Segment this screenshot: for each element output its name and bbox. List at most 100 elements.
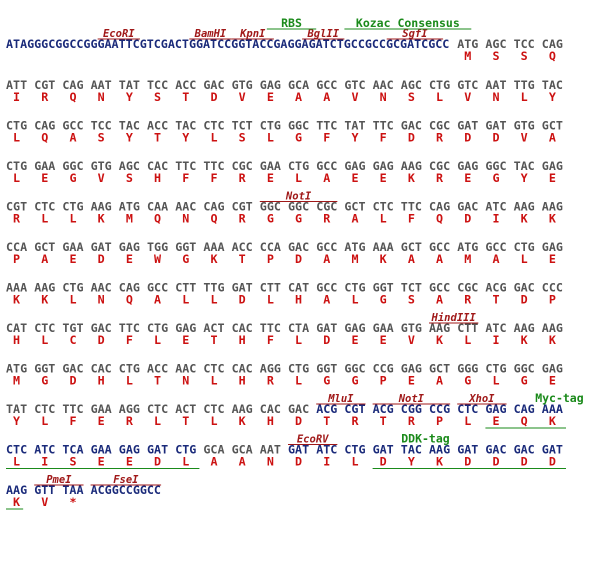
codon: CGT — [344, 402, 365, 416]
amino-acid: D — [464, 131, 471, 145]
amino-acid: Q — [436, 212, 443, 226]
codon: CTG — [175, 443, 196, 457]
amino-acid: D — [408, 131, 415, 145]
codon: GGC — [514, 362, 535, 376]
enzyme-label: MluI — [327, 393, 354, 405]
codon: TTC — [119, 321, 140, 335]
codon: GAT — [316, 321, 337, 335]
amino-acid: L — [351, 293, 358, 307]
codon: TTC — [373, 119, 394, 133]
codon: AAA — [203, 240, 224, 254]
amino-acid: R — [239, 171, 247, 185]
amino-acid: H — [239, 333, 246, 347]
amino-acid: G — [380, 293, 387, 307]
codon: GAG — [373, 159, 394, 173]
amino-acid: Y — [521, 171, 528, 185]
codon: TTC — [175, 159, 196, 173]
codon: TCT — [232, 119, 253, 133]
codon: AAG — [232, 402, 253, 416]
codon: GAG — [260, 78, 281, 92]
codon: CTT — [260, 281, 281, 295]
codon: CGC — [429, 119, 450, 133]
codon: CAC — [91, 362, 112, 376]
amino-acid: T — [210, 333, 217, 347]
amino-acid: L — [295, 171, 302, 185]
codon: GAT — [147, 443, 168, 457]
amino-acid: E — [126, 252, 133, 266]
codon: GAG — [401, 362, 422, 376]
amino-acid: R — [436, 131, 444, 145]
amino-acid: D — [380, 455, 387, 469]
codon: TCC — [91, 119, 112, 133]
amino-acid: N — [98, 90, 105, 104]
codon: GAG — [175, 321, 196, 335]
amino-acid: M — [464, 252, 471, 266]
codon: CTC — [203, 402, 224, 416]
amino-acid: A — [323, 252, 330, 266]
amino-acid: E — [492, 414, 499, 428]
amino-acid: Q — [549, 49, 556, 63]
amino-acid: L — [41, 333, 48, 347]
codon: GAC — [514, 281, 535, 295]
amino-acid: L — [521, 90, 528, 104]
amino-acid: A — [492, 252, 499, 266]
amino-acid: M — [13, 374, 20, 388]
codon: CTG — [62, 281, 83, 295]
codon: CGC — [232, 159, 253, 173]
amino-acid: Y — [549, 90, 556, 104]
amino-acid: A — [408, 252, 415, 266]
amino-acid: F — [182, 171, 189, 185]
codon: GCC — [147, 281, 168, 295]
codon: ATC — [485, 321, 506, 335]
codon: GCC — [316, 159, 337, 173]
codon: TCT — [401, 281, 422, 295]
amino-acid: S — [69, 455, 76, 469]
amino-acid: V — [521, 131, 528, 145]
codon: GAT — [457, 443, 478, 457]
codon: CTG — [344, 281, 365, 295]
codon: CTA — [288, 321, 309, 335]
codon: CTG — [62, 200, 83, 214]
amino-acid: E — [267, 90, 274, 104]
amino-acid: P — [267, 252, 274, 266]
codon: CAG — [119, 281, 140, 295]
amino-acid: I — [492, 333, 499, 347]
codon: ACG — [373, 402, 394, 416]
amino-acid: A — [154, 293, 161, 307]
codon: CAG — [514, 402, 535, 416]
codon: CTC — [147, 402, 168, 416]
codon: GGC — [288, 200, 309, 214]
codon: AAG — [6, 483, 27, 497]
amino-acid: L — [182, 293, 189, 307]
codon: ACC — [232, 240, 253, 254]
amino-acid: P — [436, 414, 443, 428]
amino-acid: E — [549, 171, 556, 185]
codon: GCT — [344, 200, 365, 214]
amino-acid: G — [492, 171, 499, 185]
amino-acid: R — [436, 171, 444, 185]
codon: GCT — [401, 240, 422, 254]
amino-acid: L — [492, 374, 499, 388]
amino-acid: R — [41, 90, 49, 104]
amino-acid: N — [182, 374, 189, 388]
codon: TTG — [203, 281, 224, 295]
codon: ACG — [316, 402, 337, 416]
codon: ACG — [485, 281, 506, 295]
codon: GAC — [288, 240, 309, 254]
amino-acid: * — [69, 495, 76, 509]
codon: TCA — [62, 443, 83, 457]
codon: CAT — [6, 321, 27, 335]
amino-acid: N — [492, 90, 499, 104]
codon: CGT — [34, 78, 55, 92]
codon: TTC — [260, 321, 281, 335]
amino-acid: L — [267, 131, 274, 145]
codon: CAG — [62, 78, 83, 92]
amino-acid: R — [351, 414, 359, 428]
codon: ACC — [147, 119, 168, 133]
enzyme-label: XhoI — [468, 393, 495, 405]
amino-acid: Q — [521, 414, 528, 428]
amino-acid: D — [295, 455, 302, 469]
codon: CAG — [429, 200, 450, 214]
amino-acid: F — [126, 333, 133, 347]
codon: GAT — [457, 119, 478, 133]
